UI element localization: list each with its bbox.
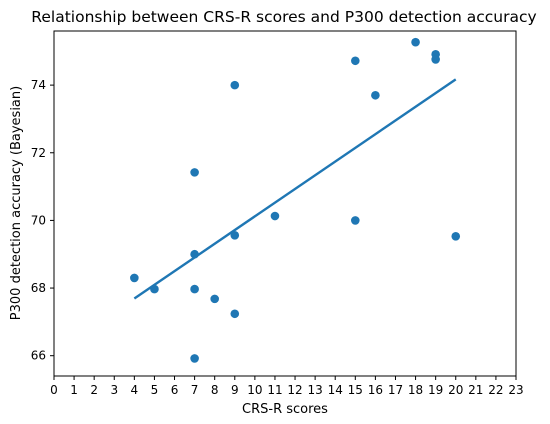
data-point	[431, 55, 440, 64]
data-point	[150, 284, 159, 294]
data-point	[230, 230, 240, 240]
data-point	[230, 309, 240, 319]
x-tick-label: 23	[508, 383, 523, 397]
y-tick-label: 70	[31, 213, 46, 227]
data-point	[451, 232, 461, 241]
y-axis-label: P300 detection accuracy (Bayesian)	[9, 86, 24, 320]
data-point	[190, 249, 199, 259]
x-tick-label: 14	[328, 383, 343, 397]
x-tick-label: 18	[408, 383, 423, 397]
x-tick-label: 7	[191, 383, 199, 397]
data-point	[130, 273, 139, 283]
x-tick-label: 22	[488, 383, 503, 397]
plot-frame	[53, 30, 517, 377]
x-tick-label: 19	[428, 383, 443, 397]
x-tick-label: 3	[110, 383, 118, 397]
x-tick-label: 6	[171, 383, 179, 397]
x-tick-label: 15	[348, 383, 363, 397]
data-point	[351, 56, 360, 66]
x-tick-label: 16	[368, 383, 383, 397]
data-point	[190, 354, 199, 363]
data-point	[190, 284, 199, 294]
data-point	[210, 294, 219, 304]
data-point	[371, 90, 380, 100]
data-points-layer	[130, 37, 461, 363]
trend-line-layer	[133, 78, 457, 300]
x-tick-label: 0	[50, 383, 58, 397]
y-axis-ticks: 66 68 70 72 74	[31, 78, 54, 363]
x-tick-label: 2	[90, 383, 98, 397]
x-tick-label: 12	[287, 383, 302, 397]
x-tick-label: 8	[211, 383, 219, 397]
data-point	[270, 211, 280, 221]
x-tick-label: 9	[231, 383, 239, 397]
x-tick-label: 1	[70, 383, 78, 397]
x-tick-label: 5	[151, 383, 159, 397]
x-tick-label: 20	[448, 383, 463, 397]
x-axis-label: CRS-R scores	[242, 402, 328, 417]
y-tick-label: 72	[31, 146, 46, 160]
data-point	[351, 216, 360, 225]
x-tick-label: 11	[267, 383, 282, 397]
data-point	[230, 80, 240, 90]
y-tick-label: 66	[31, 349, 46, 363]
y-tick-label: 74	[31, 78, 46, 92]
y-tick-label: 68	[31, 281, 46, 295]
x-tick-label: 4	[131, 383, 139, 397]
chart-title: Relationship between CRS-R scores and P3…	[31, 8, 536, 26]
x-tick-label: 21	[468, 383, 483, 397]
data-point	[190, 168, 199, 177]
x-tick-label: 10	[247, 383, 262, 397]
data-point	[411, 37, 420, 47]
x-axis-ticks: 0 1 2 3 4 5 6 7 8 9 10 11 12 13 14 15 16 17 18 19 20 21 22 23	[50, 376, 524, 397]
x-tick-label: 17	[388, 383, 403, 397]
x-tick-label: 13	[307, 383, 322, 397]
trend-line	[133, 78, 457, 300]
